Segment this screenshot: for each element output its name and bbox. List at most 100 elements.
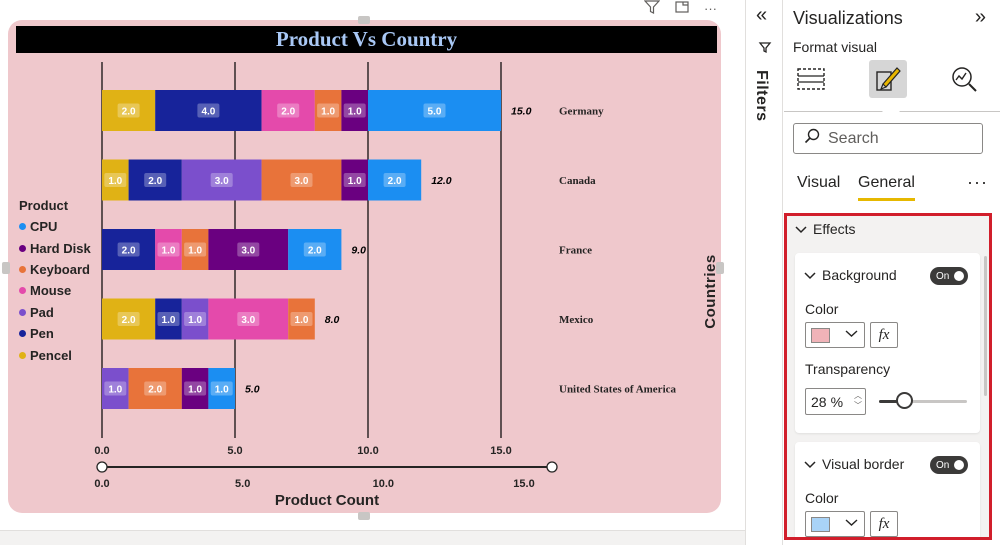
data-label: 3.0 [215, 176, 229, 187]
background-title: Background [822, 267, 897, 283]
transparency-slider-track[interactable] [879, 400, 967, 403]
toggle-label: On [936, 459, 950, 471]
total-label: 12.0 [431, 175, 452, 187]
legend-marker [19, 308, 26, 316]
category-label: United States of America [559, 384, 677, 396]
data-label: 1.0 [348, 107, 362, 118]
spinner-icon[interactable]: ︿ ﹀ [854, 391, 862, 410]
search-input[interactable]: Search [793, 123, 983, 154]
build-visual-icon[interactable] [792, 60, 830, 98]
data-label: 3.0 [241, 315, 255, 326]
data-label: 2.0 [122, 107, 136, 118]
legend-item[interactable]: Pencel [19, 344, 91, 365]
total-label: 5.0 [245, 384, 260, 396]
data-label: 1.0 [188, 246, 202, 257]
tab-general[interactable]: General [858, 174, 915, 191]
legend-item[interactable]: Pen [19, 323, 91, 344]
legend-marker [19, 265, 26, 273]
category-label: Canada [559, 175, 596, 187]
data-label-bg [117, 312, 140, 326]
y-axis-title: Countries [680, 211, 721, 371]
fx-button[interactable]: fx [870, 511, 898, 537]
funnel-icon[interactable] [758, 40, 772, 57]
more-options-icon[interactable]: ··· [704, 0, 717, 16]
format-visual-icon[interactable] [869, 60, 907, 98]
data-label-bg [343, 103, 366, 118]
data-label-bg [117, 242, 140, 257]
background-header[interactable]: Background [804, 267, 897, 283]
background-toggle[interactable]: On [930, 267, 968, 285]
analytics-icon[interactable] [945, 60, 983, 98]
data-label-bg [117, 103, 140, 118]
legend-item[interactable]: Mouse [19, 280, 91, 301]
visualizations-pane: Visualizations » Format visual [784, 0, 1000, 545]
legend-marker [19, 223, 26, 231]
more-options-icon[interactable]: ··· [967, 172, 988, 192]
x-tick-label: 5.0 [227, 445, 242, 457]
slider-tick-label: 15.0 [513, 478, 534, 490]
data-label: 2.0 [281, 107, 295, 118]
data-label: 3.0 [295, 176, 309, 187]
chevron-down-icon [804, 456, 816, 472]
data-label-bg [157, 312, 180, 326]
active-tab-underline [858, 198, 915, 201]
data-label: 2.0 [122, 315, 136, 326]
bar-segment [102, 298, 156, 340]
resize-handle-bottom[interactable] [358, 512, 370, 520]
data-label: 2.0 [308, 246, 322, 257]
data-label-bg [277, 103, 300, 118]
background-color-picker[interactable] [805, 322, 865, 348]
effects-header[interactable]: Effects [795, 221, 856, 237]
bar-chart-plot: 0.0 5.0 10.0 15.0 2.0 4.0 2.0 1.0 1.0 5.0 15.0 Germ… [94, 62, 677, 509]
transparency-slider-thumb[interactable] [895, 392, 913, 409]
data-label: 1.0 [162, 315, 176, 326]
data-label-bg [184, 242, 207, 257]
data-label: 1.0 [108, 385, 122, 396]
category-label: Mexico [559, 314, 594, 326]
double-chevron-right-icon[interactable]: » [974, 6, 986, 28]
format-tabs: Visual General ··· [797, 172, 992, 204]
tab-visual[interactable]: Visual [797, 174, 841, 191]
legend-item[interactable]: CPU [19, 216, 91, 237]
visual-border-toggle[interactable]: On [930, 456, 968, 474]
focus-mode-icon[interactable] [674, 0, 690, 17]
resize-handle-right[interactable] [716, 262, 724, 274]
data-label: 2.0 [122, 246, 136, 257]
range-slider-handle [96, 461, 108, 473]
legend-label: Keyboard [30, 261, 90, 277]
funnel-icon[interactable] [643, 0, 661, 17]
resize-handle-left[interactable] [2, 262, 10, 274]
legend-marker [19, 244, 26, 252]
chart-visual[interactable]: Product Vs Country Product CPU Hard Disk K… [8, 20, 721, 513]
transparency-input[interactable]: 28 % ︿ ﹀ [805, 388, 866, 415]
legend-item[interactable]: Hard Disk [19, 237, 91, 258]
resize-handle-top[interactable] [358, 16, 370, 24]
double-chevron-left-icon[interactable]: « [756, 4, 768, 26]
legend-item[interactable]: Keyboard [19, 259, 91, 280]
bar-segment [368, 159, 422, 201]
x-tick-label: 15.0 [490, 445, 511, 457]
legend-label: Mouse [30, 283, 72, 299]
toggle-knob [954, 460, 964, 470]
data-label-bg [237, 242, 260, 257]
total-label: 9.0 [351, 245, 366, 257]
fx-button[interactable]: fx [870, 322, 898, 348]
data-label-bg [210, 381, 233, 396]
data-label: 3.0 [241, 246, 255, 257]
total-label: 8.0 [325, 314, 340, 326]
data-label-bg [383, 173, 406, 187]
legend-item[interactable]: Pad [19, 302, 91, 323]
page-tabs-bar [0, 530, 745, 545]
effects-section: Effects Background On Color [784, 213, 992, 540]
visual-border-header[interactable]: Visual border [804, 456, 904, 472]
data-label-bg [184, 312, 207, 326]
data-label-bg [197, 103, 220, 118]
data-label-bg [104, 173, 127, 187]
filters-pane-label[interactable]: Filters [753, 70, 770, 122]
scrollbar[interactable] [984, 256, 987, 396]
visual-border-color-picker[interactable] [805, 511, 865, 537]
visualizations-title: Visualizations [793, 8, 903, 28]
chart-title-bar: Product Vs Country [16, 26, 717, 53]
color-swatch [811, 517, 830, 532]
